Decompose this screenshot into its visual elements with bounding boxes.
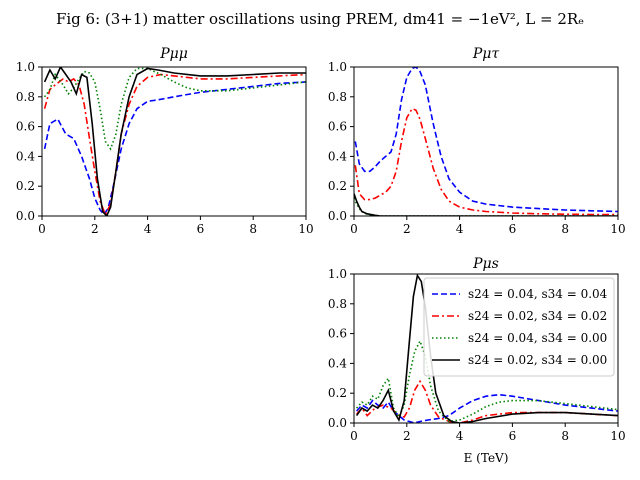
x-tick-label: 10 <box>298 222 313 236</box>
axes-frame-pmus <box>353 273 619 424</box>
series-line-pmus-1 <box>356 379 618 423</box>
x-axis-label-pmus: E (TeV) <box>464 451 509 465</box>
x-tick-label: 0 <box>350 222 358 236</box>
legend-entry: s24 = 0.02, s34 = 0.00 <box>468 353 607 367</box>
x-tick-label: 2 <box>91 222 99 236</box>
series-line-pmumu-2 <box>43 67 306 151</box>
chart-title-pmus: Pμs <box>472 256 499 272</box>
x-tick-label: 2 <box>403 222 411 236</box>
x-tick-label: 6 <box>509 429 517 443</box>
series-line-pmutau-1 <box>354 107 618 216</box>
chart-pmutau: Pμτ 0 2 4 6 8 10 0.0 0.2 0.4 0.6 0.8 1.0 <box>328 46 626 236</box>
x-tick-label: 0 <box>350 429 358 443</box>
series-line-pmumu-3 <box>43 67 306 216</box>
legend-box <box>423 277 615 377</box>
x-tick-label: 10 <box>610 222 625 236</box>
chart-pmumu: Pμμ 0 2 4 6 8 10 0.0 0.2 0.4 0.6 0.8 1.0 <box>16 46 314 236</box>
axes-frame-pmumu <box>41 66 307 217</box>
figure-suptitle: Fig 6: (3+1) matter oscillations using P… <box>56 10 584 28</box>
y-tick-label: 0.2 <box>328 386 347 400</box>
y-tick-label: 0.4 <box>328 149 347 163</box>
chart-title-pmutau: Pμτ <box>472 46 500 62</box>
legend-entry: s24 = 0.04, s34 = 0.00 <box>468 331 607 345</box>
x-tick-label: 6 <box>509 222 517 236</box>
chart-title-pmumu: Pμμ <box>159 46 188 62</box>
x-tick-label: 10 <box>610 429 625 443</box>
y-tick-label: 0.6 <box>16 120 35 134</box>
x-tick-label: 4 <box>144 222 152 236</box>
y-tick-label: 1.0 <box>328 267 347 281</box>
series-line-pmus-0 <box>356 393 618 423</box>
y-tick-label: 1.0 <box>16 60 35 74</box>
series-line-pmus-2 <box>356 339 618 423</box>
y-tick-label: 0.4 <box>16 149 35 163</box>
series-line-pmumu-0 <box>43 81 306 216</box>
series-line-pmutau-2 <box>354 197 618 216</box>
y-tick-label: 0.6 <box>328 327 347 341</box>
series-line-pmumu-1 <box>43 73 306 216</box>
series-line-pmutau-0 <box>354 67 618 213</box>
y-tick-label: 0.2 <box>16 179 35 193</box>
y-tick-label: 0.2 <box>328 179 347 193</box>
y-tick-label: 0.8 <box>328 297 347 311</box>
x-tick-label: 4 <box>456 429 464 443</box>
y-tick-label: 0.8 <box>328 90 347 104</box>
y-tick-label: 0.8 <box>16 90 35 104</box>
y-tick-label: 0.0 <box>328 209 347 223</box>
x-tick-label: 6 <box>197 222 205 236</box>
x-tick-label: 8 <box>249 222 257 236</box>
y-tick-label: 1.0 <box>328 60 347 74</box>
y-tick-label: 0.0 <box>328 416 347 430</box>
legend-entry: s24 = 0.04, s34 = 0.04 <box>468 287 608 301</box>
axes-frame-pmutau <box>353 66 619 217</box>
x-tick-label: 2 <box>403 429 411 443</box>
y-tick-label: 0.4 <box>328 356 347 370</box>
y-tick-label: 0.6 <box>328 120 347 134</box>
y-tick-label: 0.0 <box>16 209 35 223</box>
x-tick-label: 8 <box>561 429 569 443</box>
x-tick-label: 8 <box>561 222 569 236</box>
x-tick-label: 4 <box>456 222 464 236</box>
legend-entry: s24 = 0.02, s34 = 0.02 <box>468 309 607 323</box>
chart-pmus: Pμs E (TeV) 0 2 4 6 8 10 0.0 0.2 0.4 0.6 0.8 1.0 s24… <box>328 256 626 465</box>
x-tick-label: 0 <box>38 222 46 236</box>
series-line-pmus-3 <box>355 274 618 423</box>
legend: s24 = 0.04, s34 = 0.04 s24 = 0.02, s34 = … <box>423 277 615 377</box>
